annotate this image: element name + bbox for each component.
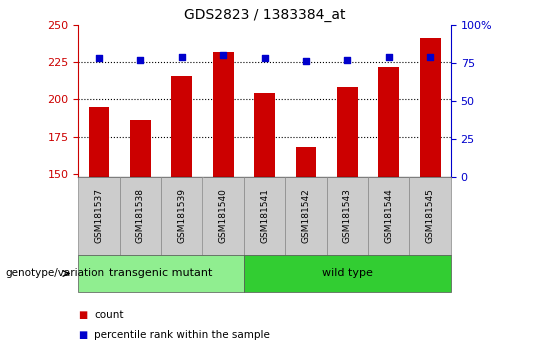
- Bar: [379, 67, 399, 177]
- Point: [384, 54, 393, 59]
- Bar: [244, 177, 285, 255]
- Bar: [296, 147, 316, 177]
- Bar: [130, 120, 151, 177]
- Text: GSM181543: GSM181543: [343, 188, 352, 244]
- Bar: [172, 75, 192, 177]
- Text: GSM181544: GSM181544: [384, 189, 393, 243]
- Text: GSM181538: GSM181538: [136, 188, 145, 244]
- Text: GSM181539: GSM181539: [177, 188, 186, 244]
- Text: GSM181542: GSM181542: [301, 189, 310, 243]
- Text: wild type: wild type: [322, 268, 373, 279]
- Text: GSM181545: GSM181545: [426, 188, 435, 244]
- Bar: [337, 87, 357, 177]
- Bar: [120, 177, 161, 255]
- Bar: [368, 177, 409, 255]
- Bar: [254, 93, 275, 177]
- Point: [94, 56, 103, 61]
- Bar: [409, 177, 451, 255]
- Bar: [78, 177, 120, 255]
- Bar: [244, 255, 451, 292]
- Text: ■: ■: [78, 310, 87, 320]
- Bar: [213, 52, 233, 177]
- Bar: [89, 107, 109, 177]
- Point: [302, 58, 310, 64]
- Bar: [161, 177, 202, 255]
- Text: count: count: [94, 310, 124, 320]
- Bar: [202, 177, 244, 255]
- Point: [343, 57, 352, 63]
- Text: GSM181541: GSM181541: [260, 188, 269, 244]
- Bar: [285, 177, 327, 255]
- Text: GSM181540: GSM181540: [219, 188, 228, 244]
- Point: [136, 57, 145, 63]
- Title: GDS2823 / 1383384_at: GDS2823 / 1383384_at: [184, 8, 346, 22]
- Point: [260, 56, 269, 61]
- Text: percentile rank within the sample: percentile rank within the sample: [94, 330, 271, 339]
- Text: ■: ■: [78, 330, 87, 339]
- Point: [178, 54, 186, 59]
- Bar: [327, 177, 368, 255]
- Text: genotype/variation: genotype/variation: [5, 268, 105, 279]
- Bar: [420, 38, 441, 177]
- Text: transgenic mutant: transgenic mutant: [110, 268, 213, 279]
- Point: [219, 52, 227, 58]
- Bar: [78, 255, 244, 292]
- Text: GSM181537: GSM181537: [94, 188, 104, 244]
- Point: [426, 54, 435, 59]
